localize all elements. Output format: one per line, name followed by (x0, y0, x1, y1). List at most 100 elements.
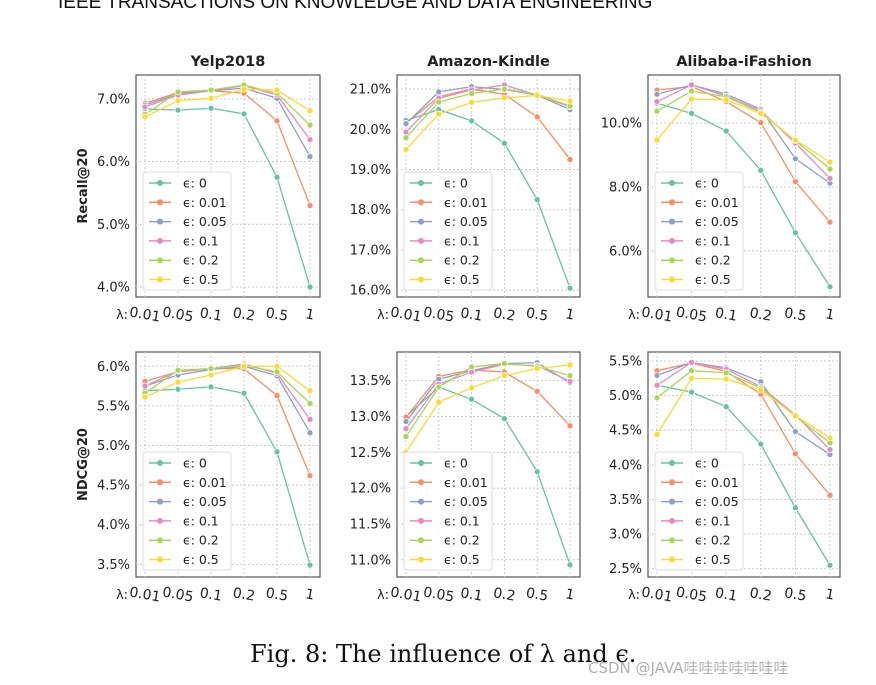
x-tick-label: 0.1 (714, 585, 739, 605)
x-tick-label: 1 (304, 306, 316, 323)
data-point (826, 491, 834, 499)
y-tick-label: 4.0% (97, 280, 130, 295)
data-point (653, 372, 661, 379)
series-line (144, 88, 311, 118)
legend-label: ϵ: 0 (695, 456, 719, 471)
series-line (656, 384, 831, 566)
legend-marker (418, 498, 424, 505)
series-line (144, 386, 311, 566)
data-point (566, 284, 574, 292)
y-tick-label: 10.0% (601, 116, 642, 131)
data-point (402, 433, 410, 440)
data-point (653, 394, 661, 402)
series-line (656, 98, 831, 163)
y-tick-label: 5.5% (97, 399, 130, 414)
data-point (306, 153, 314, 160)
data-point (688, 367, 695, 375)
y-tick-label: 4.5% (609, 424, 642, 439)
data-point (826, 158, 834, 166)
data-point (826, 283, 834, 291)
data-point (273, 362, 281, 370)
legend-marker (418, 199, 424, 206)
legend-label: ϵ: 0.2 (695, 533, 731, 548)
y-tick-label: 16.0% (350, 284, 391, 299)
x-axis-prefix: λ: (377, 588, 389, 603)
legend-marker (669, 479, 675, 486)
data-point (757, 166, 765, 174)
legend: ϵ: 0 ϵ: 0.01 ϵ: 0.05 ϵ: 0.1 ϵ: 0.2 ϵ: 0.5 (142, 171, 232, 291)
x-tick-label: 0.5 (783, 585, 808, 605)
data-point (826, 218, 834, 226)
data-point (306, 400, 314, 407)
data-point (273, 392, 281, 399)
data-point (722, 403, 730, 411)
legend-marker (418, 460, 424, 466)
data-point (792, 450, 799, 458)
data-point (468, 363, 475, 371)
data-point (688, 374, 695, 382)
series-line (656, 377, 831, 439)
data-point (653, 90, 661, 98)
series-line (405, 364, 571, 453)
x-tick-label: 0.5 (525, 585, 550, 605)
data-point (653, 431, 661, 438)
data-point (792, 155, 799, 163)
data-point (306, 283, 314, 291)
series-line (405, 369, 571, 427)
x-axis-prefix: λ: (628, 588, 640, 603)
data-point (533, 388, 541, 395)
legend-label: ϵ: 0.05 (695, 214, 739, 229)
legend-label: ϵ: 0 (695, 176, 719, 191)
subplot-5: 0.01 0.05 0.1 0.2 0.5 1 λ: 11.0% 11.5% 12.0% 12.5%… (350, 351, 581, 606)
data-point (688, 359, 695, 366)
data-point (306, 387, 314, 395)
legend-label: ϵ: 0.5 (695, 552, 731, 567)
data-point (653, 381, 661, 389)
legend-marker (157, 257, 163, 264)
x-tick-label: 0.5 (783, 305, 808, 325)
data-point (207, 94, 215, 102)
legend-marker (157, 537, 163, 544)
y-tick-label: 12.0% (350, 482, 391, 497)
legend-label: ϵ: 0.5 (444, 552, 480, 567)
legend-marker (418, 537, 424, 544)
y-tick-label: 3.5% (97, 558, 130, 573)
data-point (792, 178, 799, 185)
data-point (688, 87, 695, 95)
data-point (174, 378, 182, 386)
data-point (306, 415, 314, 423)
legend-label: ϵ: 0.05 (183, 214, 227, 229)
x-tick-label: 0.01 (389, 584, 422, 605)
legend-marker (418, 517, 424, 524)
data-point (653, 98, 661, 105)
data-point (174, 385, 182, 393)
y-tick-label: 5.0% (97, 439, 130, 454)
x-tick-label: 0.05 (675, 304, 708, 325)
data-point (501, 85, 508, 93)
legend: ϵ: 0 ϵ: 0.01 ϵ: 0.05 ϵ: 0.1 ϵ: 0.2 ϵ: 0.5 (654, 171, 744, 291)
legend-label: ϵ: 0.2 (183, 253, 219, 268)
legend-label: ϵ: 0 (444, 456, 468, 471)
data-point (435, 383, 443, 391)
x-tick-label: 0.1 (198, 585, 223, 605)
x-tick-label: 1 (824, 586, 836, 603)
x-tick-label: 0.2 (748, 585, 773, 605)
data-point (207, 104, 215, 112)
legend-marker (418, 556, 424, 563)
y-tick-label: 13.0% (350, 410, 391, 425)
x-axis-prefix: λ: (377, 308, 389, 323)
y-tick-label: 17.0% (350, 243, 391, 258)
data-point (826, 165, 834, 173)
legend-marker (418, 218, 424, 225)
data-point (306, 202, 314, 209)
x-tick-label: 0.2 (492, 585, 517, 605)
x-tick-label: 0.2 (231, 585, 256, 605)
y-tick-label: 4.5% (97, 479, 130, 494)
legend-marker (157, 276, 163, 283)
data-point (273, 173, 281, 181)
data-point (174, 366, 182, 374)
series-4 (141, 81, 314, 129)
data-point (533, 196, 541, 204)
data-point (141, 382, 149, 390)
x-tick-label: 0.05 (422, 304, 455, 325)
